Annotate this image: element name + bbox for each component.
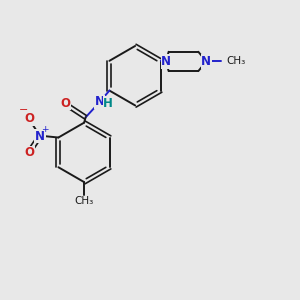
Text: N: N bbox=[95, 95, 105, 108]
Text: O: O bbox=[24, 146, 34, 159]
Text: N: N bbox=[35, 130, 45, 142]
Text: O: O bbox=[60, 97, 70, 110]
Text: +: + bbox=[42, 125, 49, 134]
Text: CH₃: CH₃ bbox=[74, 196, 94, 206]
Text: N: N bbox=[201, 55, 212, 68]
Text: N: N bbox=[161, 55, 171, 68]
Text: CH₃: CH₃ bbox=[226, 56, 245, 66]
Text: O: O bbox=[24, 112, 34, 125]
Text: H: H bbox=[103, 97, 113, 110]
Text: −: − bbox=[19, 105, 28, 115]
